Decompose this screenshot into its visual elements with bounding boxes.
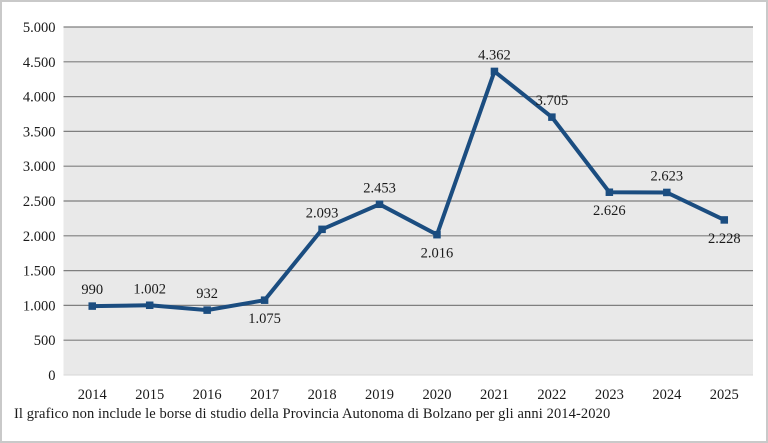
data-point-marker	[318, 225, 326, 234]
data-point-label: 2.626	[593, 203, 626, 219]
y-tick-label: 1.500	[23, 264, 56, 280]
x-tick-label: 2017	[250, 387, 279, 403]
x-tick-label: 2024	[652, 387, 682, 403]
y-tick-label: 4.500	[23, 55, 56, 71]
data-point-label: 932	[196, 286, 218, 302]
x-tick-label: 2019	[365, 387, 394, 403]
data-point-marker	[490, 67, 499, 76]
data-point-marker	[203, 306, 211, 314]
x-tick-label: 2022	[537, 387, 566, 403]
data-point-marker	[88, 302, 96, 310]
data-point-label: 1.075	[248, 311, 281, 327]
data-point-label: 1.002	[133, 281, 166, 297]
data-point-marker	[433, 230, 441, 239]
data-point-marker	[145, 301, 154, 310]
data-point-label: 2.093	[306, 205, 339, 221]
data-point-label: 2.453	[363, 180, 396, 196]
y-tick-label: 2.500	[23, 194, 56, 210]
data-point-marker	[605, 188, 614, 196]
x-tick-label: 2014	[78, 387, 108, 403]
y-tick-label: 3.500	[23, 124, 56, 140]
data-point-label: 2.228	[708, 231, 741, 247]
data-point-label: 4.362	[478, 47, 511, 63]
y-tick-label: 2.000	[23, 229, 56, 245]
y-tick-label: 1.000	[23, 298, 56, 314]
chart-caption: Il grafico non include le borse di studi…	[14, 406, 611, 422]
y-tick-label: 0	[48, 368, 55, 384]
y-tick-label: 4.000	[23, 90, 56, 106]
data-point-label: 2.016	[421, 246, 454, 262]
y-tick-label: 3.000	[23, 159, 56, 175]
data-point-marker	[260, 296, 269, 304]
series-line	[92, 68, 726, 313]
x-tick-label: 2021	[480, 387, 509, 403]
y-tick-label: 5.000	[23, 20, 56, 36]
x-tick-label: 2023	[595, 387, 624, 403]
x-tick-label: 2015	[135, 387, 164, 403]
data-point-marker	[548, 113, 556, 121]
data-point-label: 3.705	[536, 93, 569, 109]
data-point-marker	[375, 200, 384, 209]
y-tick-label: 500	[34, 333, 56, 349]
x-tick-label: 2018	[308, 387, 337, 403]
data-point-marker	[663, 188, 671, 197]
x-tick-label: 2016	[193, 387, 222, 403]
data-point-label: 2.623	[651, 168, 684, 184]
data-point-marker	[720, 216, 729, 224]
data-point-label: 990	[81, 282, 103, 298]
x-tick-label: 2025	[710, 387, 739, 403]
x-tick-label: 2020	[422, 387, 451, 403]
